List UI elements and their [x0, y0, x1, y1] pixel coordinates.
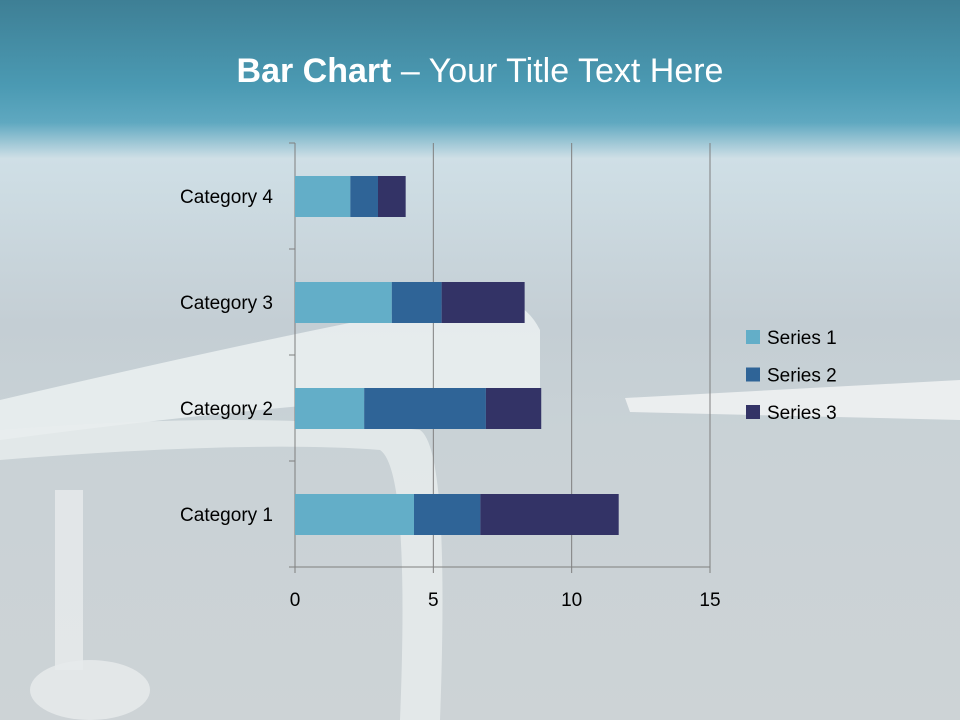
slide-title: Bar Chart – Your Title Text Here [236, 52, 724, 90]
bar-series-3 [485, 388, 542, 429]
bar-series-1 [295, 388, 365, 429]
x-tick-label: 10 [561, 590, 582, 611]
bar-series-1 [295, 282, 392, 323]
bar-series-3 [480, 494, 619, 535]
x-tick-label: 5 [428, 590, 439, 611]
bar-series-2 [413, 494, 481, 535]
legend-label: Series 3 [767, 403, 837, 424]
x-tick-label: 0 [290, 590, 301, 611]
bar-series-1 [295, 494, 414, 535]
legend-swatch [746, 405, 760, 419]
category-label: Category 4 [180, 187, 273, 208]
category-label: Category 2 [180, 399, 273, 420]
bar-series-2 [391, 282, 442, 323]
bar-series-3 [441, 282, 525, 323]
legend-swatch [746, 330, 760, 344]
legend-swatch [746, 367, 760, 382]
x-tick-label: 15 [699, 590, 720, 611]
legend-label: Series 2 [767, 366, 837, 387]
bar-series-3 [378, 176, 406, 217]
bar-series-1 [295, 176, 351, 217]
bar-series-2 [364, 388, 486, 429]
category-label: Category 3 [180, 293, 273, 314]
legend-label: Series 1 [767, 328, 837, 349]
category-label: Category 1 [180, 505, 273, 526]
bar-series-2 [350, 176, 378, 217]
